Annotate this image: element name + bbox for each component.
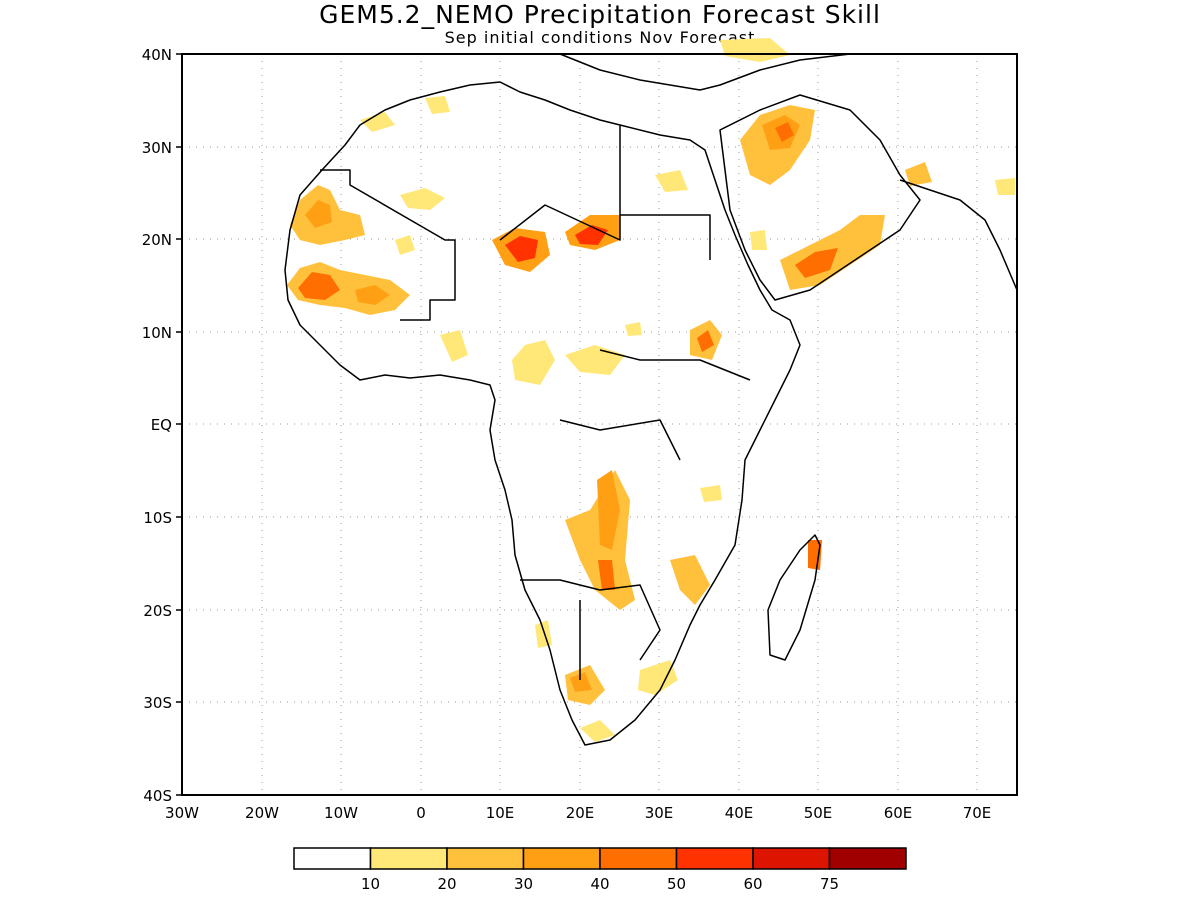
- skill-region-mozambique: [670, 555, 710, 605]
- lat-ticks: [176, 53, 182, 796]
- lat-label: 20N: [142, 231, 172, 249]
- colorbar-label: 75: [820, 875, 839, 893]
- lon-label: 20E: [566, 804, 595, 822]
- colorbar-swatch: [828, 847, 907, 870]
- lon-label: 10E: [486, 804, 515, 822]
- lat-label: 20S: [143, 602, 172, 620]
- lon-label: 30W: [165, 804, 199, 822]
- lat-labels: 40N 30N 20N 10N EQ 10S 20S 30S 40S: [142, 46, 172, 805]
- lon-label: 40E: [725, 804, 754, 822]
- colorbar-swatch: [522, 847, 601, 870]
- lon-label: 60E: [884, 804, 913, 822]
- lat-label: 10S: [143, 509, 172, 527]
- lat-label: 30N: [142, 139, 172, 157]
- lat-label: 10N: [142, 324, 172, 342]
- lon-label: 20W: [245, 804, 279, 822]
- africa-coastline: [284, 81, 801, 746]
- colorbar-label: 40: [590, 875, 609, 893]
- lon-label: 50E: [804, 804, 833, 822]
- colorbar-label: 50: [667, 875, 686, 893]
- colorbar-swatch: [599, 847, 678, 870]
- colorbar-swatch: [446, 847, 525, 870]
- colorbar-label: 20: [437, 875, 456, 893]
- lon-label: 10W: [324, 804, 358, 822]
- lat-label: 40N: [142, 46, 172, 64]
- map-subtitle: Sep initial conditions Nov Forecast: [444, 28, 756, 47]
- asia-coastline: [899, 179, 1018, 291]
- colorbar: 10 20 30 40 50 60 75: [293, 847, 907, 893]
- map-title: GEM5.2_NEMO Precipitation Forecast Skill: [319, 0, 881, 29]
- lon-label: 70E: [963, 804, 992, 822]
- europe-coastline: [182, 53, 1017, 91]
- colorbar-label: 60: [743, 875, 762, 893]
- colorbar-swatch: [675, 847, 754, 870]
- madagascar-coastline: [767, 534, 821, 661]
- colorbar-swatch: [293, 847, 372, 870]
- lon-labels: 30W 20W 10W 0 10E 20E 30E 40E 50E 60E 70…: [165, 804, 991, 822]
- colorbar-label: 10: [361, 875, 380, 893]
- lat-label: EQ: [151, 416, 172, 434]
- coastlines: [182, 53, 1018, 746]
- lon-label: 0: [416, 804, 426, 822]
- lon-label: 30E: [645, 804, 674, 822]
- colorbar-label: 30: [514, 875, 533, 893]
- colorbar-swatch: [369, 847, 448, 870]
- lat-label: 30S: [143, 694, 172, 712]
- borders-sample: [320, 125, 751, 680]
- arabia-coastline: [719, 94, 921, 301]
- lat-label: 40S: [143, 787, 172, 805]
- colorbar-swatch: [752, 847, 831, 870]
- skill-shading: [287, 38, 1015, 742]
